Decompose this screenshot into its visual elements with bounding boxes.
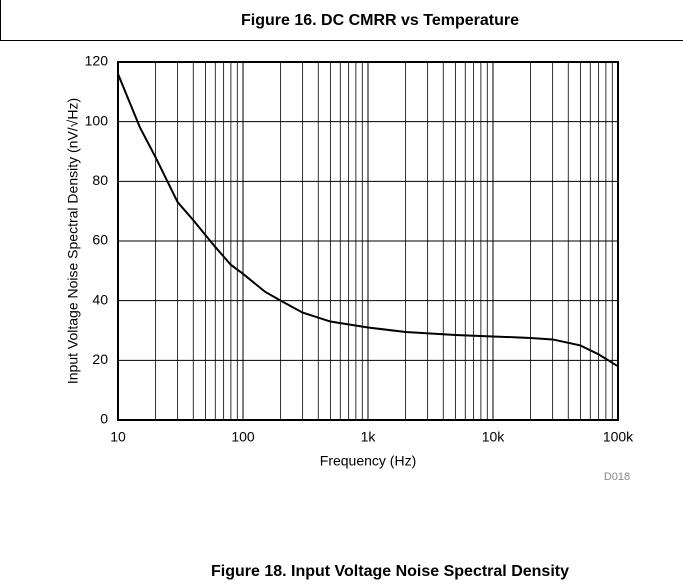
- y-tick-label: 80: [92, 172, 108, 188]
- data-line: [117, 73, 619, 368]
- plot-frame: [117, 61, 619, 421]
- x-tick-label: 10: [110, 429, 126, 445]
- chart-title: Figure 18. Input Voltage Noise Spectral …: [211, 563, 569, 580]
- figure-code: D018: [604, 471, 630, 483]
- y-tick-label: 20: [92, 351, 108, 367]
- y-tick-label: 60: [92, 232, 108, 248]
- y-axis-label: Input Voltage Noise Spectral Density (nV…: [65, 98, 81, 384]
- x-tick-label: 1k: [361, 429, 377, 445]
- x-tick-label: 100: [231, 429, 255, 445]
- x-axis-label: Frequency (Hz): [320, 453, 416, 469]
- y-tick-label: 0: [100, 411, 108, 427]
- x-tick-label: 100k: [603, 429, 634, 445]
- y-tick-label: 40: [92, 291, 108, 307]
- header-caption: Figure 16. DC CMRR vs Temperature: [241, 12, 519, 29]
- y-tick-label: 100: [85, 112, 109, 128]
- y-tick-label: 120: [85, 53, 109, 69]
- x-tick-label: 10k: [482, 429, 506, 445]
